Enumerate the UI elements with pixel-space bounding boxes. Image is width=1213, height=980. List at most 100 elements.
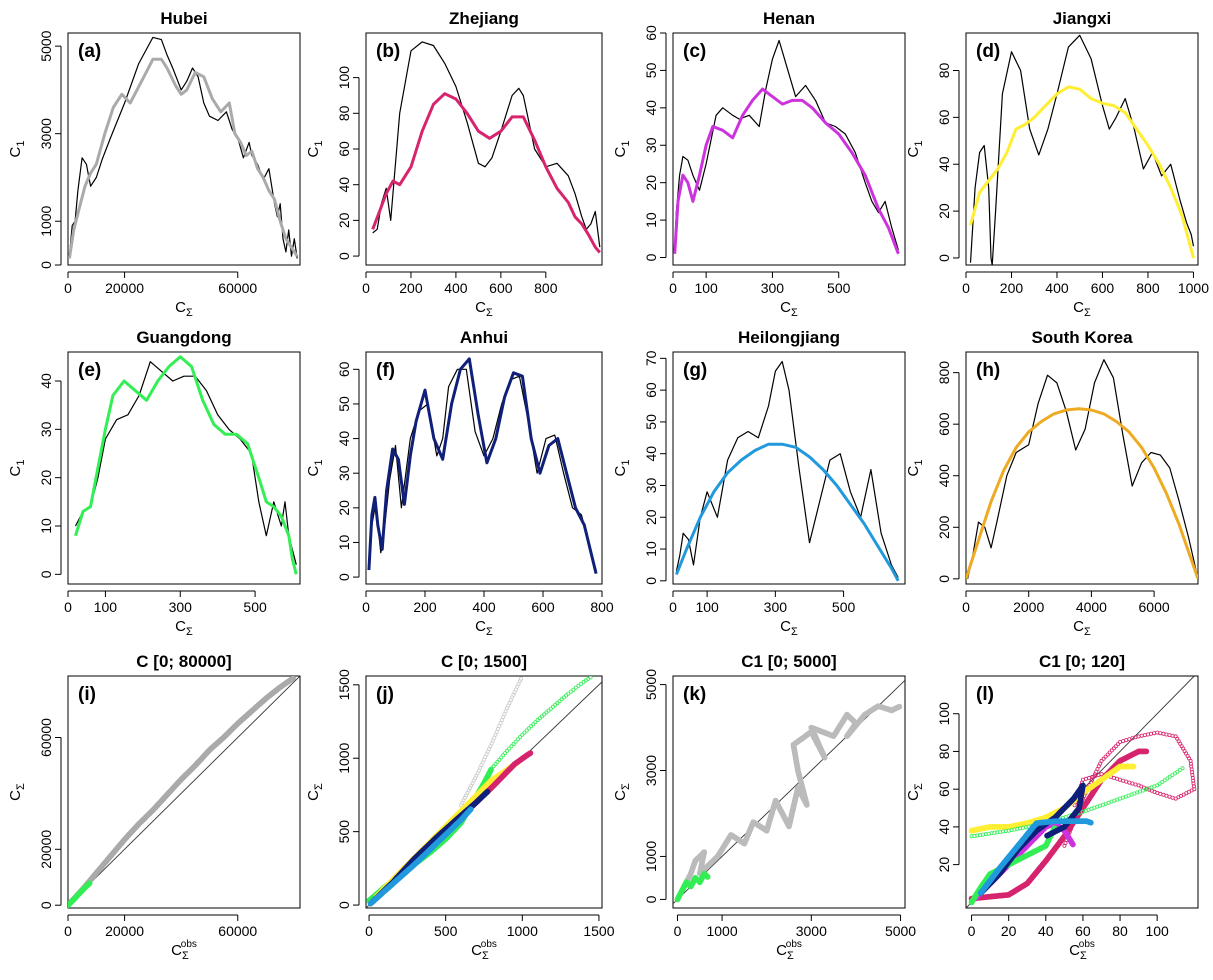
x-tick-label: 0 (962, 280, 970, 296)
series-line-1 (966, 407, 1198, 580)
x-tick-label: 800 (534, 280, 558, 296)
data-point (1170, 733, 1175, 738)
data-point (520, 732, 525, 737)
data-point (1107, 750, 1112, 755)
series-points-0 (68, 676, 296, 908)
data-point (1130, 763, 1137, 770)
y-tick-label: 80 (336, 105, 352, 121)
data-point (568, 689, 573, 694)
y-tick-label: 60 (936, 781, 952, 797)
data-point (511, 742, 516, 747)
x-tick-label: 200 (1000, 280, 1024, 296)
panel-label: (h) (976, 360, 1000, 381)
y-tick-label: 10 (643, 212, 659, 228)
panel-title: C1 [0; 120] (1039, 652, 1125, 671)
y-axis-label: C1 (612, 460, 632, 477)
data-point (467, 806, 474, 813)
x-tick-label: 60000 (218, 280, 257, 296)
panel-l: C1 [0; 120] (l) 0 20 40 60 80 100 CΣobs 20 40 60 80 1… (905, 652, 1199, 962)
x-tick-label: 400 (472, 599, 496, 615)
y-tick-label: 40 (643, 100, 659, 116)
panel-label: (g) (683, 360, 707, 381)
data-point (1158, 731, 1163, 736)
series-line-1 (673, 87, 900, 255)
y-tick-label: 60 (336, 361, 352, 377)
panel-d: Jiangxi (d) 0 200 400 600 800 1000 CΣ 0 20 40 60 80 C1 (905, 9, 1209, 319)
y-tick-label: 20 (643, 175, 659, 191)
data-point (1044, 832, 1050, 839)
y-tick-label: 0 (38, 570, 54, 578)
panel-title: C1 [0; 5000] (741, 652, 836, 671)
x-tick-label: 500 (434, 923, 458, 939)
y-tick-label: 30 (643, 137, 659, 153)
y-tick-label: 0 (336, 901, 352, 909)
data-point (1113, 744, 1118, 749)
series-points-0 (458, 676, 524, 808)
series-points-1 (674, 870, 711, 903)
series-line-1 (371, 92, 601, 254)
y-tick-label: 400 (936, 464, 952, 488)
y-tick-label: 80 (936, 62, 952, 78)
series-line-0 (675, 360, 899, 578)
y-axis: 0 10 20 30 40 C1 (7, 373, 62, 578)
x-tick-label: 2000 (1013, 599, 1044, 615)
data-point (1070, 841, 1076, 848)
series-points-0 (679, 703, 903, 894)
x-tick-label: 0 (64, 280, 72, 296)
data-point (1167, 733, 1172, 738)
data-point (573, 685, 578, 690)
y-tick-label: 50 (643, 414, 659, 430)
x-axis: 0 500 1000 1500 CΣobs (365, 914, 615, 962)
x-tick-label: 0 (64, 923, 72, 939)
series-line-0 (674, 39, 899, 251)
data-point (1162, 778, 1167, 783)
data-point (1099, 758, 1104, 763)
plot-area (673, 39, 900, 255)
x-tick-label: 100 (694, 280, 718, 296)
x-tick-label: 100 (94, 599, 118, 615)
y-tick-label: 100 (336, 66, 352, 90)
y-tick-label: 3000 (38, 118, 54, 149)
x-axis: 0 100 300 500 CΣ (669, 590, 855, 638)
y-axis-label: CΣ (612, 783, 632, 801)
plot-frame (67, 351, 301, 585)
series-points-1 (366, 766, 494, 904)
data-point (519, 676, 524, 681)
data-point (531, 722, 536, 727)
panel-e: Guangdong (e) 0 100 300 500 CΣ 0 10 20 30 40 C1 (7, 328, 301, 638)
y-axis: 0 200 400 600 800 C1 (905, 361, 960, 583)
y-tick-label: 20 (336, 500, 352, 516)
y-axis-label: CΣ (7, 783, 27, 801)
data-point (1145, 732, 1150, 737)
series-line-1 (675, 442, 900, 582)
panel-title: C [0; 1500] (441, 652, 527, 671)
plot-area (969, 34, 1195, 265)
data-point (513, 739, 518, 744)
x-tick-label: 1500 (583, 923, 614, 939)
series-points-6 (977, 782, 1086, 896)
y-axis: 0 500 1000 1500 CΣ (305, 669, 360, 909)
data-point (1111, 746, 1116, 751)
y-tick-label: 60 (936, 109, 952, 125)
x-tick-label: 400 (444, 280, 468, 296)
x-axis-label: CΣ (780, 618, 798, 638)
x-tick-label: 40 (1038, 923, 1054, 939)
data-point (526, 726, 531, 731)
x-tick-label: 20000 (105, 280, 144, 296)
x-tick-label: 600 (489, 280, 513, 296)
y-tick-label: 20 (643, 509, 659, 525)
data-point (524, 728, 529, 733)
x-tick-label: 300 (761, 280, 785, 296)
y-tick-label: 40 (336, 177, 352, 193)
panel-c: Henan (c) 0 100 300 500 CΣ 0 10 20 30 40 50 60 C1 (612, 9, 906, 319)
series-line-1 (969, 85, 1195, 259)
series-line-1 (367, 357, 598, 574)
series-line-0 (68, 36, 298, 259)
x-axis: 0 20000 60000 CΣ (64, 271, 257, 319)
x-axis-label: CΣobs (776, 939, 802, 962)
x-tick-label: 1000 (706, 923, 737, 939)
y-tick-label: 0 (336, 573, 352, 581)
y-axis-label: C1 (7, 141, 27, 158)
x-tick-label: 400 (1045, 280, 1069, 296)
plot-frame (965, 351, 1199, 585)
